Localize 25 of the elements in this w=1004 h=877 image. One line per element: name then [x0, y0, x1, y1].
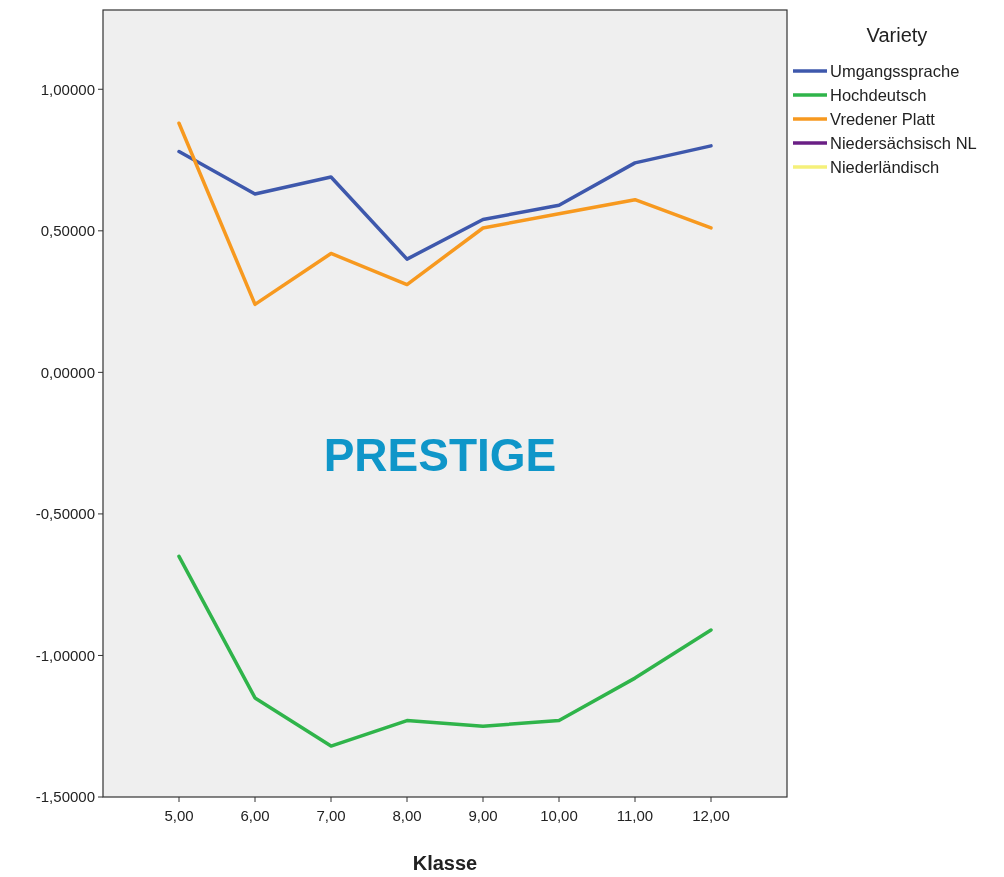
x-tick-label: 10,00 — [540, 807, 578, 824]
y-tick-label: -0,50000 — [35, 505, 95, 523]
x-tick-label: 6,00 — [240, 807, 270, 824]
line-series — [177, 121, 713, 307]
y-tick-label: -1,00000 — [35, 646, 95, 664]
y-tick-label: 0,50000 — [40, 222, 95, 240]
legend-label: Vredener Platt — [830, 109, 936, 128]
y-tick-label: -1,50000 — [35, 788, 95, 806]
x-tick-label: 7,00 — [316, 807, 346, 824]
line-series — [177, 144, 713, 261]
x-tick-label: 11,00 — [616, 807, 654, 824]
legend-title: Variety — [866, 24, 928, 46]
x-tick-label: 9,00 — [468, 807, 498, 824]
legend-label: Hochdeutsch — [830, 85, 927, 104]
legend-label: Umgangssprache — [830, 61, 960, 80]
legend-label: Niederländisch — [830, 157, 940, 176]
annotation: PRESTIGE — [323, 429, 557, 482]
legend-label: Niedersächsisch NL — [830, 133, 977, 152]
y-tick-label: 1,00000 — [40, 80, 95, 98]
y-tick-label: 0,00000 — [40, 363, 95, 381]
x-tick-label: 12,00 — [692, 807, 730, 824]
x-tick-label: 5,00 — [164, 807, 194, 824]
x-axis-title: Klasse — [412, 852, 478, 874]
line-series — [177, 554, 713, 748]
x-tick-label: 8,00 — [392, 807, 422, 824]
